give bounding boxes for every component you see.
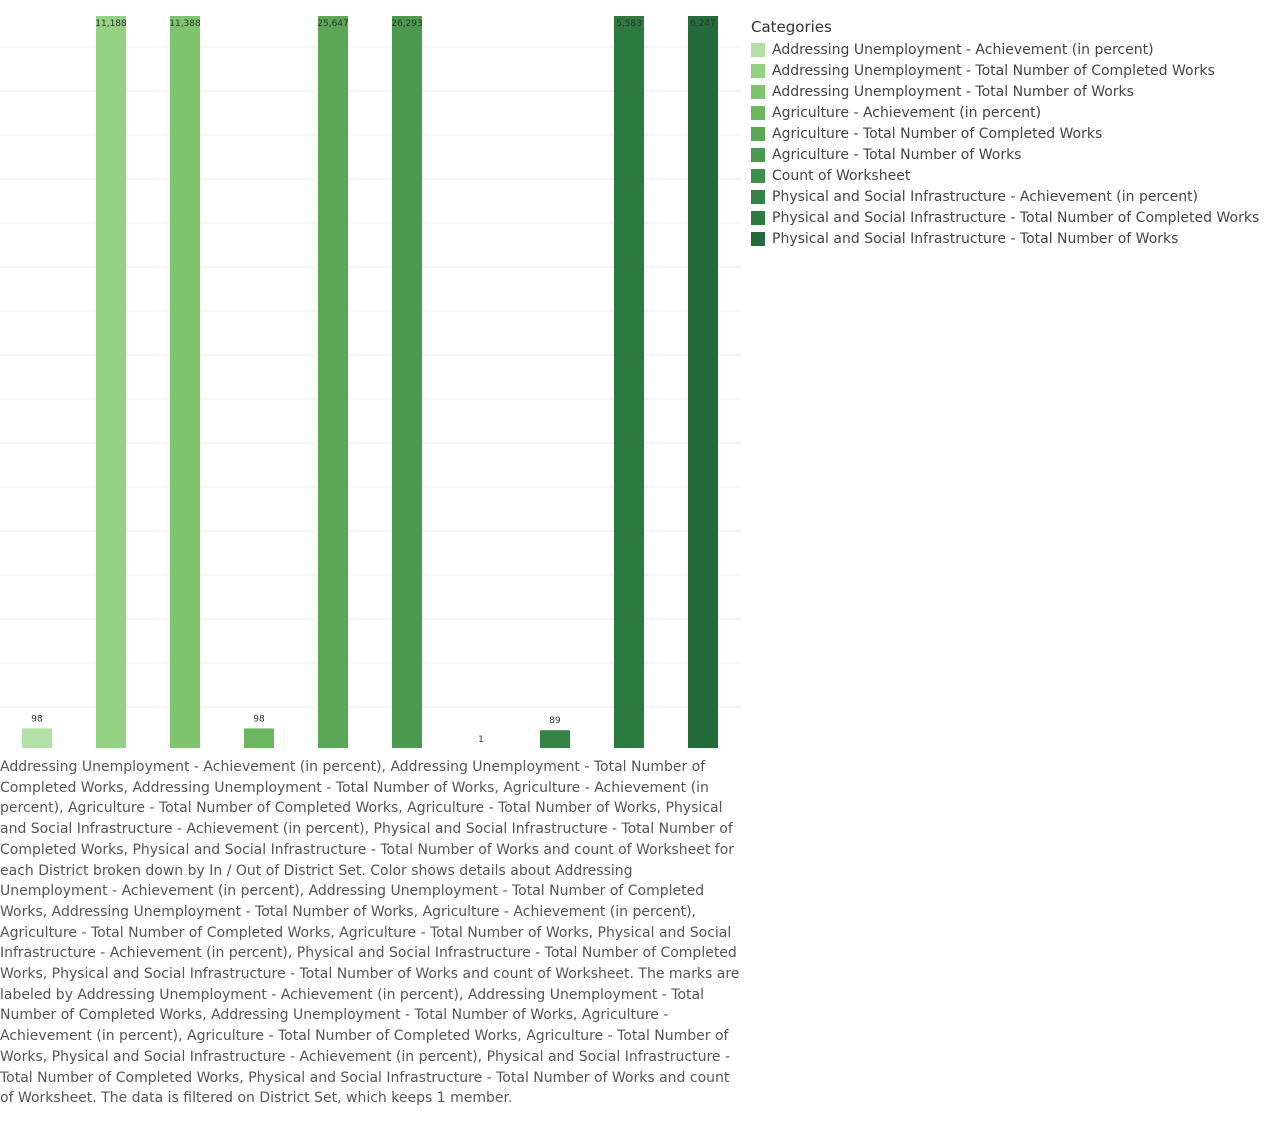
bar-value-label: 1	[478, 735, 484, 745]
bar-value-label: 26,293	[391, 19, 423, 29]
legend-item[interactable]: Addressing Unemployment - Achievement (i…	[751, 39, 1269, 60]
bar-value-label: 25,647	[317, 19, 349, 29]
legend-label: Physical and Social Infrastructure - Tot…	[772, 209, 1260, 226]
legend-title: Categories	[751, 18, 832, 36]
bar-value-label: 11,188	[95, 19, 127, 29]
legend-label: Physical and Social Infrastructure - Tot…	[772, 230, 1179, 247]
legend-swatch	[751, 189, 765, 204]
legend-label: Count of Worksheet	[772, 167, 911, 184]
bar-value-label: 5,583	[616, 19, 642, 29]
legend-item[interactable]: Agriculture - Total Number of Completed …	[751, 123, 1269, 144]
bar-value-label: 89	[549, 716, 561, 726]
legend-swatch	[751, 105, 765, 120]
bar	[614, 16, 644, 748]
bar	[540, 730, 570, 748]
bar	[244, 728, 274, 748]
legend-swatch	[751, 126, 765, 141]
legend-swatch	[751, 210, 765, 225]
legend-item[interactable]: Physical and Social Infrastructure - Tot…	[751, 228, 1269, 249]
bars	[22, 16, 718, 748]
bar	[318, 16, 348, 748]
legend-label: Addressing Unemployment - Achievement (i…	[772, 41, 1154, 58]
bar-labels: 98 11,188 11,388 98 25,647 26,293 1 89 5,583 6,24…	[31, 19, 716, 745]
legend-item[interactable]: Addressing Unemployment - Total Number o…	[751, 81, 1269, 102]
legend-item[interactable]: Count of Worksheet	[751, 165, 1269, 186]
bar-value-label: 98	[253, 714, 265, 724]
chart-caption: Addressing Unemployment - Achievement (i…	[0, 759, 740, 1107]
legend-swatch	[751, 231, 765, 246]
bar	[392, 16, 422, 748]
legend-item[interactable]: Addressing Unemployment - Total Number o…	[751, 60, 1269, 81]
bar-value-label: 98	[31, 714, 43, 724]
legend: Categories Addressing Unemployment - Ach…	[751, 18, 1269, 249]
legend-item[interactable]: Agriculture - Total Number of Works	[751, 144, 1269, 165]
bar	[22, 728, 52, 748]
legend-label: Addressing Unemployment - Total Number o…	[772, 83, 1134, 100]
legend-item[interactable]: Agriculture - Achievement (in percent)	[751, 102, 1269, 123]
bar-value-label: 6,247	[690, 19, 716, 29]
legend-swatch	[751, 147, 765, 162]
legend-label: Agriculture - Total Number of Completed …	[772, 125, 1103, 142]
legend-swatch	[751, 168, 765, 183]
bar	[170, 16, 200, 748]
legend-items: Addressing Unemployment - Achievement (i…	[751, 39, 1269, 249]
legend-label: Addressing Unemployment - Total Number o…	[772, 62, 1215, 79]
bar-value-label: 11,388	[169, 19, 201, 29]
bar	[688, 16, 718, 748]
legend-item[interactable]: Physical and Social Infrastructure - Ach…	[751, 186, 1269, 207]
legend-swatch	[751, 42, 765, 57]
bar	[96, 16, 126, 748]
legend-item[interactable]: Physical and Social Infrastructure - Tot…	[751, 207, 1269, 228]
legend-label: Agriculture - Achievement (in percent)	[772, 104, 1042, 121]
legend-swatch	[751, 63, 765, 78]
legend-swatch	[751, 84, 765, 99]
legend-label: Agriculture - Total Number of Works	[772, 146, 1022, 163]
bar-chart: 98 11,188 11,388 98 25,647 26,293 1 89 5,583 6,24…	[0, 16, 742, 748]
legend-label: Physical and Social Infrastructure - Ach…	[772, 188, 1199, 205]
